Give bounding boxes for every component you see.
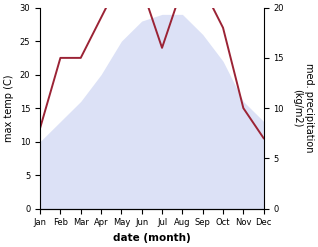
- X-axis label: date (month): date (month): [113, 233, 191, 243]
- Y-axis label: med. precipitation
(kg/m2): med. precipitation (kg/m2): [292, 63, 314, 153]
- Y-axis label: max temp (C): max temp (C): [4, 74, 14, 142]
